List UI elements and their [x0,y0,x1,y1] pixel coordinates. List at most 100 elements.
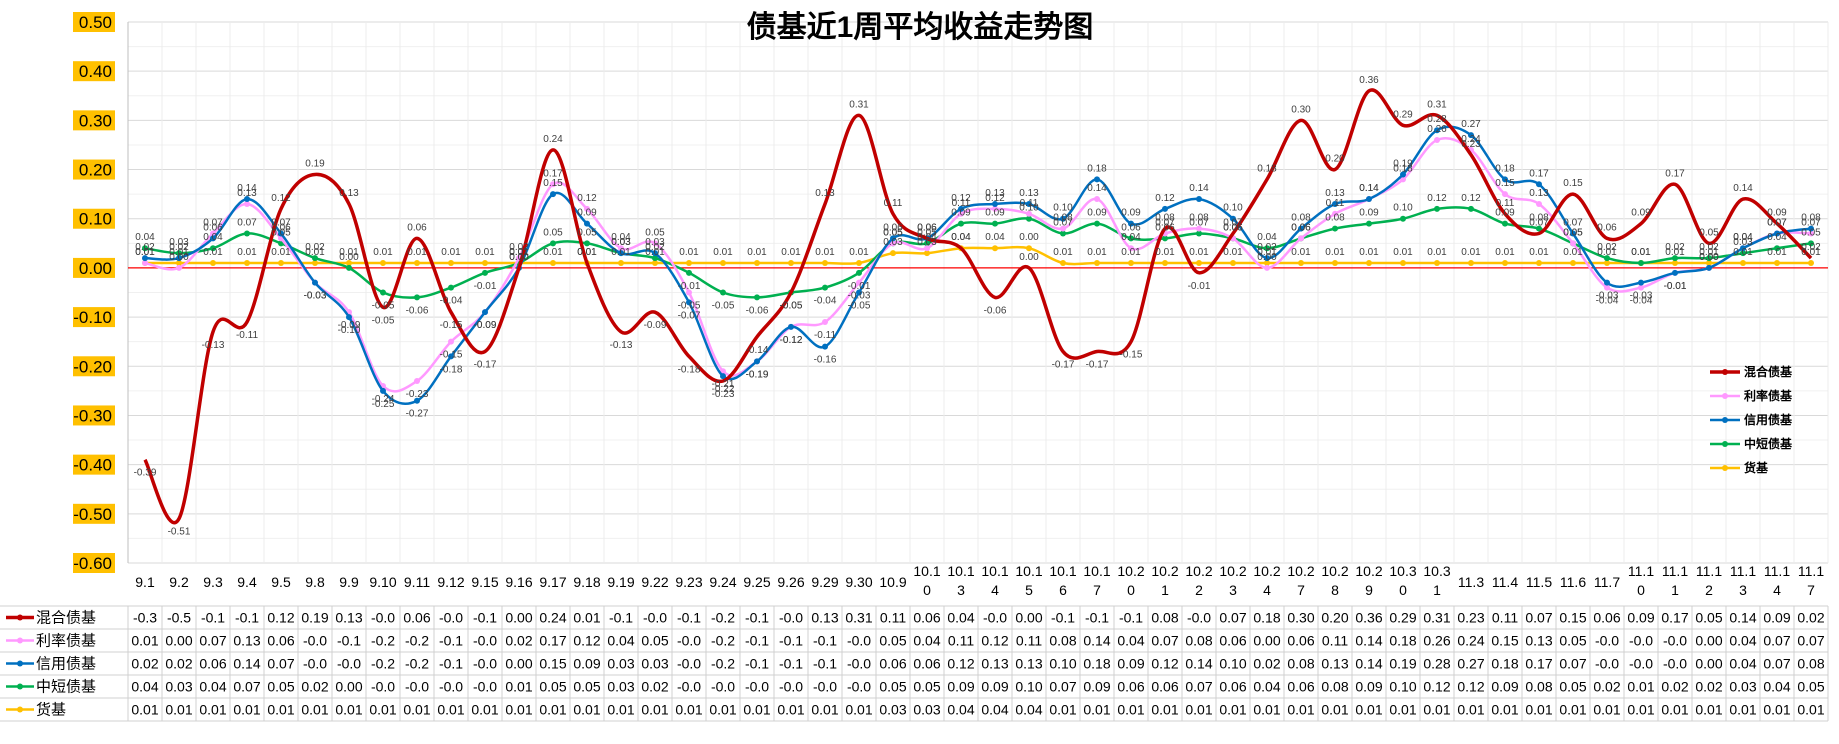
data-label: 0.01 [203,247,223,258]
series-line-0 [143,88,1813,525]
series-marker-2 [278,230,284,237]
data-label: 0.09 [1495,208,1515,219]
table-cell: 0.02 [1797,610,1824,626]
x-tick-label: 1 [1671,582,1679,598]
table-cell: 0.19 [1389,656,1416,672]
x-tick-label: 10.9 [879,574,906,590]
series-marker-2 [380,387,386,394]
series-marker-1 [652,240,658,247]
table-cell: 0.04 [1015,702,1042,718]
table-cell: 0.14 [1083,633,1110,649]
y-tick-label: -0.60 [73,554,112,573]
table-cell: -0.1 [473,610,497,626]
data-label: 0.06 [1291,222,1311,233]
table-cell: -0.2 [711,633,735,649]
data-label: 0.01 [1461,247,1481,258]
data-label: 0.01 [543,247,563,258]
data-label: 0.28 [1427,114,1447,125]
data-label: 0.03 [611,237,631,248]
data-label: 0.06 [917,222,937,233]
table-cell: 0.06 [267,633,294,649]
series-marker-3 [924,240,930,247]
table-cell: -0.0 [813,679,837,695]
x-tick-label: 9.5 [271,574,291,590]
table-cell: 0.09 [1355,679,1382,695]
x-tick-label: 10.2 [1355,563,1382,579]
table-cell: 0.01 [1695,702,1722,718]
table-cell: 0.02 [1253,656,1280,672]
data-label: 0.01 [1359,247,1379,258]
table-cell: 0.06 [403,610,430,626]
x-tick-label: 9.10 [369,574,396,590]
data-label: 0.01 [305,247,325,258]
table-cell: 0.09 [1763,610,1790,626]
data-label: 0.04 [1257,232,1277,243]
series-marker-4 [244,259,250,266]
data-label: 0.24 [543,134,563,145]
data-label: -0.23 [712,389,735,400]
data-label: 0.01 [645,247,665,258]
data-label: 0.31 [1427,99,1447,110]
series-marker-4 [652,259,658,266]
x-tick-label: 11.6 [1560,574,1586,590]
x-tick-label: 3 [1739,582,1747,598]
data-label: 0.10 [1019,203,1039,214]
series-marker-3 [210,245,216,252]
data-label: 0.24 [1461,134,1481,145]
table-cell: 0.06 [1287,679,1314,695]
series-marker-1 [958,210,964,217]
series-marker-2 [414,397,420,404]
series-lines [142,88,1814,525]
series-marker-3 [1196,230,1202,237]
series-marker-2 [822,343,828,350]
data-label: 0.05 [1801,227,1821,238]
table-cell: 0.00 [1015,610,1042,626]
data-label: 0.03 [1733,237,1753,248]
data-label: 0.11 [1496,198,1515,209]
y-tick-label: -0.20 [73,357,112,376]
data-label: 0.01 [339,247,359,258]
y-tick-label: 0.50 [79,13,112,32]
table-cell: 0.01 [1185,702,1212,718]
series-marker-3 [1706,255,1712,262]
data-label: -0.01 [474,281,497,292]
x-tick-label: 3 [957,582,965,598]
table-cell: -0.0 [711,679,735,695]
table-cell: -0.1 [677,610,701,626]
y-tick-label: 0.40 [79,62,112,81]
table-cell: -0.0 [473,633,497,649]
data-label: 0.06 [1291,222,1311,233]
series-marker-4 [1468,259,1474,266]
table-cell: 0.06 [1593,610,1620,626]
data-label: -0.09 [644,320,667,331]
series-marker-2 [652,250,658,257]
table-row-label: 货基 [36,702,66,719]
table-cell: 0.08 [1185,633,1212,649]
series-marker-3 [1264,245,1270,252]
table-cell: 0.01 [811,702,838,718]
series-marker-4 [1332,259,1338,266]
table-cell: 0.29 [1389,610,1416,626]
x-tick-label: 0 [1637,582,1645,598]
table-cell: 0.01 [1457,702,1484,718]
data-label: 0.18 [1495,163,1515,174]
y-tick-label-bg [73,208,115,229]
series-marker-2 [1808,225,1814,232]
table-cell: 0.02 [505,633,532,649]
table-cell: 0.15 [1559,610,1586,626]
series-marker-2 [1264,255,1270,262]
data-label: 0.07 [1155,217,1175,228]
table-cell: 0.01 [131,702,158,718]
table-cell: 0.00 [1695,633,1722,649]
table-cell: 0.15 [539,656,566,672]
data-label: 0.13 [1529,188,1549,199]
data-label: 0.02 [1801,242,1821,253]
data-label: 0.06 [1223,222,1243,233]
table-cell: 0.07 [1219,610,1246,626]
table-cell: 0.07 [1525,610,1552,626]
data-label: -0.11 [236,330,258,341]
table-cell: 0.01 [471,702,498,718]
data-label: 0.06 [883,222,903,233]
